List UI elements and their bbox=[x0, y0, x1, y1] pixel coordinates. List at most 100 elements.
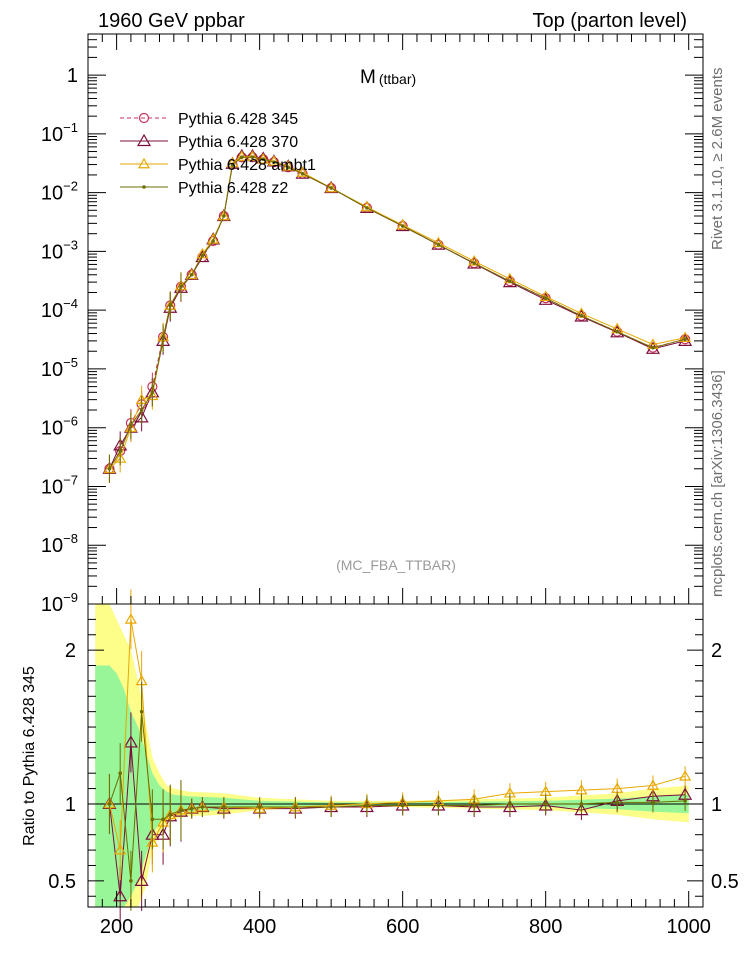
main-data-point bbox=[129, 423, 133, 428]
main-data-point bbox=[472, 261, 476, 265]
ratio-data-point bbox=[150, 817, 155, 822]
ratio-data-point bbox=[400, 803, 405, 808]
legend-label: Pythia 6.428 z2 bbox=[178, 180, 288, 197]
main-ytick-label: 10−5 bbox=[41, 355, 78, 381]
main-data-point bbox=[436, 242, 441, 247]
main-data-point bbox=[615, 329, 619, 334]
ratio-data-point bbox=[118, 771, 122, 775]
main-data-point bbox=[508, 279, 512, 284]
main-data-point bbox=[179, 284, 183, 289]
ratio-data-point bbox=[293, 805, 298, 809]
main-ytick-exp: −5 bbox=[63, 355, 78, 370]
legend-marker bbox=[138, 112, 150, 124]
main-data-point bbox=[107, 466, 112, 471]
ratio-data-point bbox=[436, 803, 441, 808]
ratio-data-point bbox=[161, 817, 165, 822]
ratio-data-point bbox=[579, 802, 584, 806]
chart-title: M (ttbar) bbox=[360, 67, 416, 88]
ratio-plot-frame bbox=[87, 603, 704, 908]
main-series-line bbox=[109, 156, 686, 470]
legend-marker bbox=[136, 133, 152, 147]
main-ytick-exp: −4 bbox=[63, 296, 78, 311]
ratio-xtick-label: 800 bbox=[529, 916, 562, 938]
ratio-data-point bbox=[134, 873, 149, 886]
main-data-point bbox=[261, 157, 266, 162]
main-data-point bbox=[217, 209, 230, 221]
main-data-point bbox=[250, 155, 255, 160]
axes-layer: 110−110−210−310−410−510−610−710−810−9200… bbox=[41, 34, 739, 938]
main-data-point bbox=[683, 337, 687, 342]
main-data-point bbox=[651, 345, 655, 350]
main-data-point bbox=[185, 268, 198, 280]
main-ytick-label: 10−1 bbox=[41, 120, 78, 146]
ratio-data-point bbox=[114, 843, 127, 855]
analysis-label: (MC_FBA_TTBAR) bbox=[336, 557, 456, 573]
ratio-xtick-label: 400 bbox=[243, 916, 276, 938]
main-ytick-base: 10 bbox=[41, 124, 63, 146]
header-left: 1960 GeV ppbar bbox=[98, 10, 245, 32]
main-ytick-exp: −9 bbox=[63, 590, 78, 605]
main-ytick-label: 1 bbox=[67, 65, 78, 87]
ratio-data-point bbox=[615, 800, 619, 805]
main-ytick-base: 10 bbox=[41, 183, 63, 205]
ratio-series-line bbox=[109, 742, 686, 897]
legend-marker bbox=[137, 157, 151, 169]
main-data-point bbox=[579, 314, 584, 318]
main-series-dot bbox=[107, 155, 687, 483]
header-right: Top (parton level) bbox=[532, 10, 687, 32]
main-series-circle bbox=[104, 152, 691, 483]
main-data-point bbox=[286, 165, 291, 170]
main-data-point bbox=[161, 336, 165, 341]
chart-title-sub: (ttbar) bbox=[379, 71, 416, 87]
ratio-ytick-label-right: 2 bbox=[711, 640, 722, 662]
main-data-point bbox=[400, 224, 405, 228]
main-ytick-label: 10−7 bbox=[41, 472, 78, 498]
ratio-data-point bbox=[113, 889, 128, 902]
ratio-ytick-label: 1 bbox=[65, 794, 76, 816]
legend-label: Pythia 6.428 ambt1 bbox=[178, 157, 316, 174]
main-ytick-base: 10 bbox=[41, 476, 63, 498]
main-data-point bbox=[230, 162, 235, 167]
ratio-series bbox=[103, 589, 692, 881]
ratio-series bbox=[102, 712, 693, 927]
main-data-point bbox=[432, 236, 445, 248]
ratio-data-point bbox=[123, 735, 138, 748]
main-data-point bbox=[211, 239, 215, 243]
main-data-point bbox=[196, 247, 209, 259]
main-data-point bbox=[272, 160, 276, 164]
main-data-point bbox=[168, 303, 173, 308]
ratio-data-point bbox=[611, 782, 624, 793]
main-data-point bbox=[539, 290, 552, 301]
main-series-line bbox=[109, 155, 686, 470]
ratio-data-point bbox=[508, 802, 512, 806]
main-ytick-base: 10 bbox=[41, 535, 63, 557]
main-data-point bbox=[222, 214, 226, 218]
main-ytick-base: 10 bbox=[41, 418, 63, 440]
main-ytick-base: 10 bbox=[41, 359, 63, 381]
ratio-data-point bbox=[543, 802, 548, 806]
ratio-data-point bbox=[179, 808, 183, 812]
main-ytick-exp: −6 bbox=[63, 414, 78, 429]
ratio-ylabel: Ratio to Pythia 6.428 345 bbox=[21, 666, 38, 846]
rivet-label: Rivet 3.1.10, ≥ 2.6M events bbox=[709, 68, 726, 251]
main-data-point bbox=[239, 155, 244, 160]
ratio-data-point bbox=[683, 799, 687, 803]
ratio-data-point bbox=[200, 805, 205, 809]
ratio-data-point bbox=[257, 805, 262, 809]
main-ytick-label: 10−9 bbox=[41, 590, 78, 616]
ratio-xtick-label: 200 bbox=[100, 916, 133, 938]
ratio-ytick-label: 2 bbox=[65, 640, 76, 662]
main-ytick-exp: −8 bbox=[63, 531, 78, 546]
ratio-series-line bbox=[109, 711, 686, 881]
main-data-point bbox=[139, 408, 144, 412]
legend-marker bbox=[142, 185, 146, 189]
main-data-point bbox=[574, 309, 589, 322]
ratio-data-point bbox=[646, 779, 659, 790]
ratio-xtick-label: 600 bbox=[386, 916, 419, 938]
ratio-data-point bbox=[107, 802, 112, 806]
main-data-point bbox=[296, 166, 309, 177]
ratio-xtick-label: 1000 bbox=[666, 916, 711, 938]
main-data-point bbox=[365, 206, 369, 210]
ratio-series-line bbox=[109, 619, 686, 851]
